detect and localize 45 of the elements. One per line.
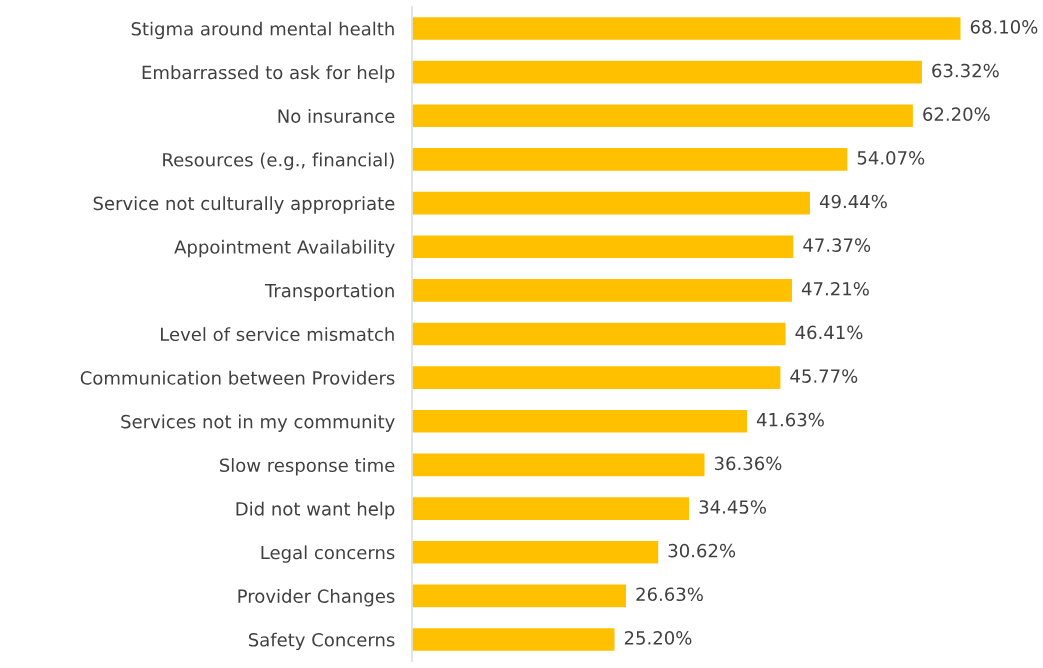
y-tick-label: Slow response time <box>219 458 395 476</box>
data-label: 25.20% <box>624 631 692 645</box>
y-tick-label: Embarrassed to ask for help <box>142 65 395 83</box>
bar <box>411 15 962 42</box>
data-label: 47.37% <box>803 238 871 252</box>
y-tick-label: Legal concerns <box>261 545 395 563</box>
bar <box>411 146 849 173</box>
y-tick-label: Services not in my community <box>121 414 395 432</box>
y-tick-label: Communication between Providers <box>80 370 395 385</box>
y-tick-label: Did not want help <box>236 501 395 520</box>
data-label: 34.45% <box>699 500 766 514</box>
bar <box>411 190 812 216</box>
data-label: 41.63% <box>756 412 824 427</box>
y-tick-label: Resources (e.g., financial) <box>163 152 394 171</box>
bar <box>411 495 691 522</box>
y-tick-label: Transportation <box>264 283 394 301</box>
data-label: 68.10% <box>970 20 1038 34</box>
data-label: 54.07% <box>857 151 925 165</box>
data-label: 30.62% <box>668 543 736 558</box>
data-label: 46.41% <box>795 325 863 340</box>
bar <box>411 321 787 347</box>
data-label: 26.63% <box>636 587 703 602</box>
bar <box>411 583 628 609</box>
bar <box>411 234 795 260</box>
bar <box>411 364 782 391</box>
bar <box>411 103 915 129</box>
y-tick-label: Service not culturally appropriate <box>93 196 395 214</box>
y-tick-label: Stigma around mental health <box>131 21 394 40</box>
bar <box>411 277 794 304</box>
data-label: 63.32% <box>932 63 999 78</box>
data-label: 62.20% <box>923 107 990 122</box>
y-tick-label: Level of service mismatch <box>161 327 394 342</box>
y-tick-label: Safety Concerns <box>248 632 395 651</box>
data-label: 49.44% <box>819 194 887 209</box>
y-tick-label: Appointment Availability <box>174 239 395 258</box>
bar <box>411 408 749 434</box>
y-tick-label: Provider Changes <box>238 589 395 607</box>
data-label: 36.36% <box>714 456 782 471</box>
bar <box>411 626 616 653</box>
bar <box>411 59 924 85</box>
data-label: 45.77% <box>790 369 858 383</box>
data-label: 47.21% <box>801 281 869 296</box>
bar <box>411 452 706 478</box>
bar <box>411 539 660 565</box>
y-tick-label: No insurance <box>278 108 395 123</box>
